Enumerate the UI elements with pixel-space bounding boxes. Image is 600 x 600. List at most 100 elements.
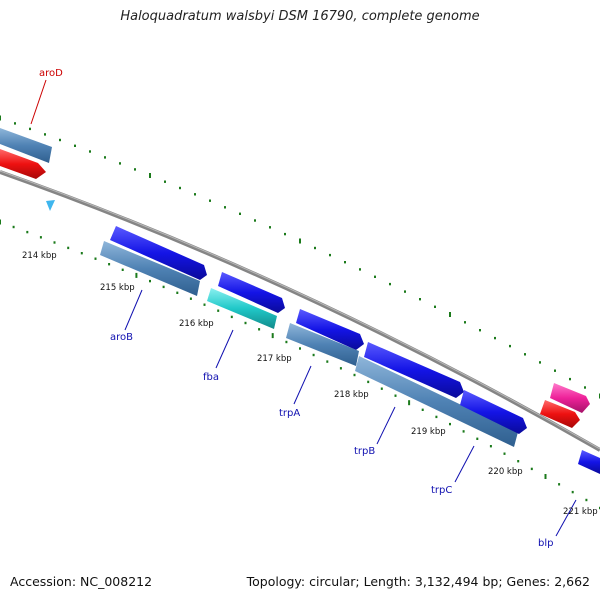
minor-tick (164, 180, 166, 183)
gene-arrow-steel-upper (0, 128, 52, 163)
minor-tick (404, 290, 406, 293)
kbp-label: 219 kbp (411, 427, 446, 437)
minor-tick (176, 291, 179, 294)
leader-arod (30, 79, 47, 125)
inner-tick-track (0, 219, 600, 510)
minor-tick (539, 361, 541, 364)
kbp-label: 220 kbp (488, 467, 523, 477)
minor-tick (558, 483, 561, 486)
minor-tick (464, 321, 466, 324)
genome-title: Haloquadratum walsbyi DSM 16790, complet… (120, 9, 480, 24)
gene-features-lower (46, 200, 600, 474)
minor-tick (269, 226, 271, 229)
minor-tick (479, 329, 481, 332)
minor-tick (585, 498, 588, 502)
minor-tick (299, 347, 301, 350)
minor-tick (149, 279, 151, 283)
leader-blp (555, 499, 577, 537)
minor-tick (121, 268, 124, 271)
genome-backbone-highlight (0, 170, 600, 450)
major-tick (135, 272, 138, 278)
minor-tick (517, 460, 520, 463)
kbp-label: 217 kbp (257, 354, 292, 364)
minor-tick (339, 367, 342, 370)
minor-tick (571, 490, 574, 494)
minor-tick (254, 219, 256, 222)
minor-tick (258, 328, 261, 331)
minor-tick (194, 193, 196, 196)
minor-tick (435, 415, 438, 419)
minor-tick (284, 232, 286, 236)
gene-features-upper (0, 128, 590, 428)
kbp-labels: 214 kbp 215 kbp 216 kbp 217 kbp 218 kbp … (22, 251, 598, 517)
minor-tick (326, 360, 329, 363)
leader-trpc (454, 445, 475, 483)
minor-tick (44, 133, 46, 136)
kbp-label: 221 kbp (563, 507, 598, 517)
gene-arrow-trpb (355, 356, 518, 447)
kbp-label: 215 kbp (100, 283, 135, 293)
minor-tick (359, 268, 361, 271)
gene-arrow-blue-6 (578, 450, 600, 474)
major-tick (271, 333, 274, 339)
minor-tick (380, 387, 383, 390)
minor-tick (554, 369, 556, 372)
gene-arrow-blue-1 (110, 226, 207, 280)
leader-trpa (293, 365, 312, 405)
minor-tick (80, 252, 83, 255)
topology-summary: Topology: circular; Length: 3,132,494 bp… (246, 574, 590, 589)
kbp-label: 218 kbp (334, 390, 369, 400)
minor-tick (39, 236, 42, 239)
accession-text: Accession: NC_008212 (10, 574, 153, 589)
minor-tick (476, 437, 479, 440)
leader-arob (124, 289, 143, 331)
minor-tick (209, 199, 211, 202)
gene-label-trpc: trpC (431, 485, 452, 496)
gene-label-arod: aroD (39, 68, 63, 79)
gene-label-trpa: trpA (279, 408, 300, 419)
minor-tick (367, 380, 370, 384)
minor-tick (449, 422, 451, 426)
minor-tick (239, 212, 241, 215)
minor-tick (108, 263, 111, 266)
major-tick (0, 219, 1, 225)
minor-tick (314, 246, 316, 250)
minor-tick (419, 298, 421, 301)
leader-fba (215, 329, 234, 369)
minor-tick (374, 275, 376, 278)
minor-tick (524, 353, 526, 356)
minor-tick (12, 225, 15, 229)
minor-tick (26, 230, 29, 234)
minor-tick (89, 150, 91, 153)
gene-label-trpb: trpB (354, 446, 375, 457)
minor-tick (421, 408, 424, 411)
minor-tick (530, 467, 533, 471)
gene-arrow-blue-2 (218, 272, 285, 313)
minor-tick (394, 394, 397, 397)
gene-arrow-pink (550, 383, 590, 413)
minor-tick (29, 127, 31, 131)
minor-tick (74, 144, 76, 147)
minor-tick (285, 340, 288, 344)
minor-tick (162, 285, 165, 289)
gene-arrow-arod (0, 149, 46, 179)
minor-tick (434, 305, 436, 308)
minor-tick (489, 445, 492, 448)
minor-tick (244, 321, 247, 325)
minor-tick (203, 303, 206, 306)
gene-label-arob: aroB (110, 332, 133, 343)
minor-tick (14, 122, 16, 125)
minor-tick (584, 386, 586, 389)
genome-backbone (0, 170, 600, 452)
minor-tick (509, 344, 511, 348)
gene-leader-lines (30, 79, 577, 537)
gene-arrow-blue-3 (296, 309, 364, 350)
minor-tick (312, 353, 315, 357)
position-marker-icon (46, 200, 55, 211)
minor-tick (119, 162, 121, 165)
major-tick (544, 474, 547, 479)
gene-arrow-fba (207, 288, 277, 329)
minor-tick (353, 373, 356, 377)
